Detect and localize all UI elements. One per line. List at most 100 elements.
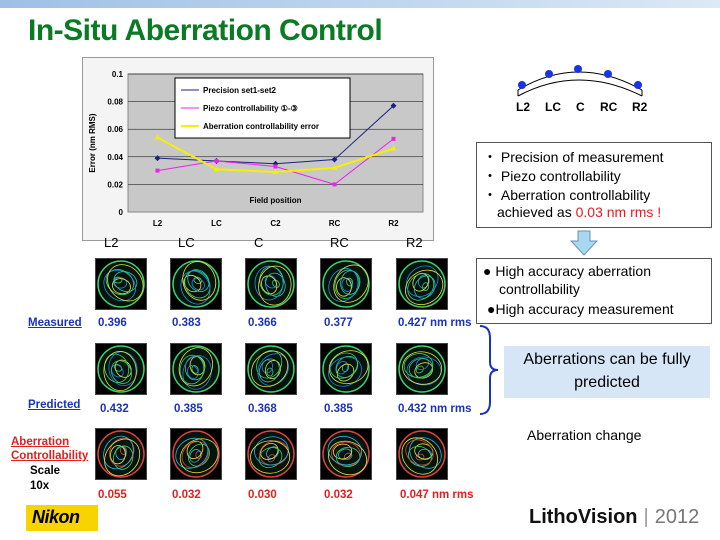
x-tick-label: LC: [211, 219, 222, 228]
row-label-controllability: Controllability: [11, 450, 89, 462]
column-header: C: [254, 235, 264, 250]
aberration-contour: [346, 277, 354, 287]
aberration-map-graphic: [247, 430, 295, 478]
legend-entry: Precision set1-set2: [203, 86, 276, 95]
aberration-contour: [187, 365, 199, 379]
aberration-contour: [193, 276, 202, 284]
aberration-contour: [261, 275, 278, 295]
result-box: ● High accuracy aberration controllabili…: [476, 258, 712, 324]
aberration-map-pupil: [322, 260, 370, 308]
controllability-value: 0.032: [324, 489, 353, 501]
summary-line: ・ Precision of measurement: [483, 149, 664, 165]
aberration-map-graphic: [172, 430, 220, 478]
field-dot-l2: [518, 81, 526, 89]
aberration-map-predicted: [396, 343, 448, 395]
top-bar: [0, 0, 720, 8]
y-tick-label: 0.08: [107, 98, 123, 107]
measured-value: 0.366: [248, 317, 277, 329]
data-point: [391, 136, 396, 141]
aberration-contour: [104, 353, 130, 383]
aberration-contour: [108, 351, 138, 386]
summary-line: ・ Aberration controllability: [483, 187, 651, 203]
aberration-contour: [179, 354, 205, 385]
row-label-aberration: Aberration: [11, 436, 70, 448]
aberration-map-graphic: [172, 260, 220, 308]
aberration-map-measured: [170, 258, 222, 310]
nikon-logo: Nikon: [26, 505, 98, 531]
aberration-map-measured: [95, 258, 147, 310]
predicted-value: 0.385: [324, 403, 353, 415]
aberration-contour: [113, 271, 138, 292]
y-tick-label: 0.1: [112, 70, 124, 79]
data-point: [331, 156, 338, 163]
aberration-contour: [184, 270, 211, 299]
field-dot-lc: [545, 70, 553, 78]
summary-box: ・ Precision of measurement ・ Piezo contr…: [476, 142, 712, 228]
achieved-prefix: achieved as: [497, 204, 576, 220]
field-dot-rc: [604, 70, 612, 78]
down-arrow-icon: [570, 230, 598, 256]
aberration-contour: [104, 438, 141, 477]
column-header: LC: [178, 235, 195, 250]
aberration-contour: [110, 360, 132, 384]
footer-separator: |: [643, 506, 649, 528]
aberration-map-pupil: [398, 260, 446, 308]
x-tick-label: R2: [388, 219, 399, 228]
aberration-map-predicted: [170, 343, 222, 395]
aberration-contour: [254, 436, 289, 466]
aberration-contour: [257, 353, 289, 386]
error-chart: 0 0.02 0.04 0.06 0.08 0.1 L2 LC C2 RC R2 Field posi…: [82, 57, 434, 241]
scale-label: Scale: [30, 465, 61, 477]
aberration-contour: [261, 359, 273, 374]
aberration-map-graphic: [398, 260, 446, 308]
column-header: RC: [330, 235, 349, 250]
summary-line: ・ Piezo controllability: [483, 168, 621, 184]
aberration-map-controllability: [320, 428, 372, 480]
aberration-map-graphic: [172, 345, 220, 393]
controllability-value: 0.032: [172, 489, 201, 501]
predicted-value: 0.432 nm rms: [398, 403, 472, 415]
aberration-contour: [191, 278, 205, 291]
aberration-contour: [179, 438, 219, 474]
aberration-contour: [181, 441, 209, 469]
nikon-logo-text: Nikon: [32, 507, 80, 527]
predicted-value: 0.368: [248, 403, 277, 415]
aberration-map-controllability: [245, 428, 297, 480]
aberration-contour: [189, 449, 202, 463]
x-tick-label: L2: [153, 219, 163, 228]
aberration-contour: [113, 445, 134, 470]
aberration-map-predicted: [320, 343, 372, 395]
x-axis-label: Field position: [250, 196, 302, 205]
y-axis-label: Error (nm RMS): [88, 113, 97, 172]
aberration-contour: [409, 437, 442, 469]
achieved-value: 0.03 nm rms !: [575, 204, 662, 220]
aberration-contour: [256, 350, 283, 379]
legend-entry: Aberration controllability error: [203, 122, 319, 131]
aberration-contour: [260, 443, 279, 460]
y-tick-label: 0.02: [107, 180, 123, 189]
aberration-contour: [107, 264, 144, 302]
aberration-contour: [178, 347, 214, 387]
aberration-map-graphic: [322, 260, 370, 308]
chart-svg: 0 0.02 0.04 0.06 0.08 0.1 L2 LC C2 RC R2 Field posi…: [88, 70, 424, 228]
aberration-contour: [110, 445, 126, 465]
aberration-contour: [180, 270, 211, 305]
aberration-contour: [336, 363, 355, 382]
aberration-map-pupil: [97, 430, 145, 478]
brace-icon: [479, 325, 499, 415]
aberration-map-graphic: [322, 345, 370, 393]
aberration-contour: [333, 264, 369, 303]
legend-entry: Piezo controllability ①-③: [203, 104, 298, 113]
aberration-contour: [272, 279, 280, 288]
aberration-contour: [266, 367, 274, 377]
position-label: RC: [600, 100, 618, 114]
aberration-contour: [415, 453, 425, 461]
measured-value: 0.427 nm rms: [398, 317, 472, 329]
aberration-map-measured: [320, 258, 372, 310]
aberration-map-measured: [245, 258, 297, 310]
summary-line-achieved: achieved as 0.03 nm rms !: [497, 204, 661, 220]
aberration-contour: [259, 440, 289, 466]
aberration-contour: [258, 358, 280, 383]
aberration-contour: [336, 277, 352, 297]
aberration-contour: [327, 435, 363, 466]
